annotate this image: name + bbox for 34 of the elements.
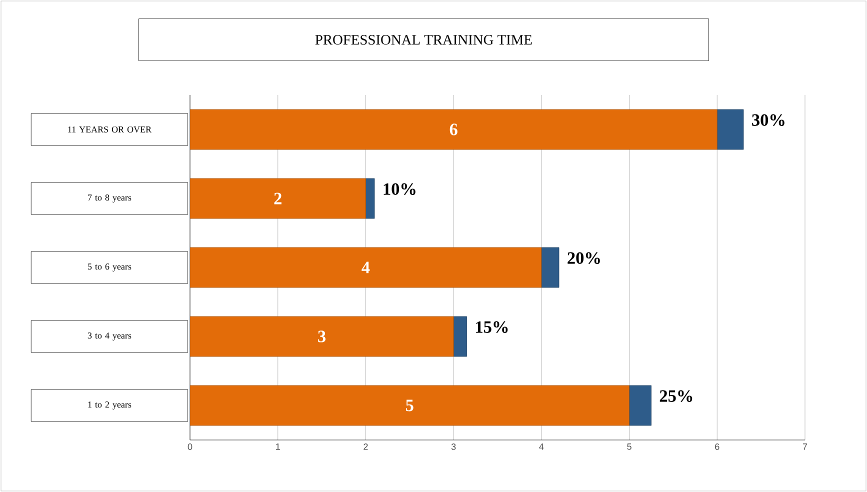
bar [190, 109, 718, 150]
y-tick-label: 11 YEARS OR OVER [68, 126, 152, 133]
data-label: 30% [752, 114, 784, 126]
bar [190, 316, 454, 357]
data-label: 10% [384, 183, 416, 195]
data-label: 20% [568, 252, 600, 264]
bar [190, 247, 542, 288]
data-label: 2 [274, 192, 282, 204]
x-tick-label: 5 [627, 444, 632, 450]
bar [541, 247, 560, 288]
bar [190, 385, 630, 426]
y-tick-label: 5 to 6 years [88, 264, 132, 272]
y-tick-label: 1 to 2 years [88, 402, 132, 410]
x-tick-label: 7 [802, 444, 808, 450]
bar [716, 109, 744, 150]
bar [629, 385, 652, 426]
bar [190, 178, 366, 219]
data-label: 6 [450, 124, 458, 136]
x-tick-label: 4 [539, 444, 544, 450]
y-tick-label: 3 to 4 years [88, 332, 132, 340]
data-label: 3 [318, 330, 326, 342]
x-tick-label: 3 [451, 444, 456, 450]
x-tick-label: 1 [276, 444, 280, 450]
x-tick-label: 6 [715, 444, 720, 450]
chart-title: PROFESSIONAL TRAINING TIME [315, 34, 532, 45]
data-label: 5 [406, 400, 414, 412]
bar [453, 316, 467, 357]
data-label: 4 [362, 262, 370, 274]
data-label: 15% [476, 321, 508, 333]
data-label: 25% [660, 390, 692, 402]
y-tick-label: 7 to 8 years [88, 194, 132, 202]
x-tick-label: 2 [364, 444, 368, 450]
bar [366, 178, 375, 219]
x-tick-label: 0 [188, 444, 192, 450]
